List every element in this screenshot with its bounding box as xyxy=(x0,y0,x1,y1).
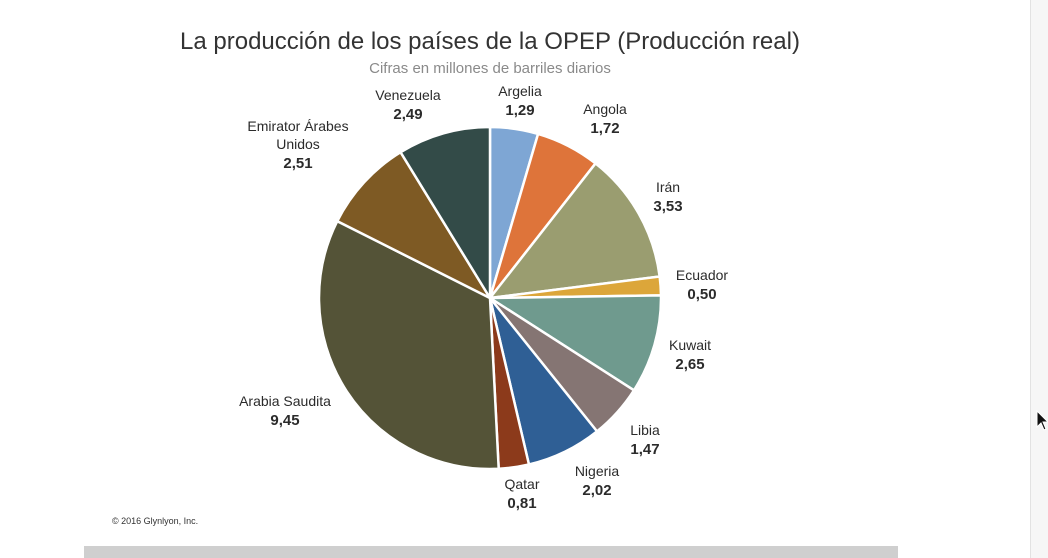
slice-value-label: 2,51 xyxy=(283,155,312,172)
slice-value-label: 2,65 xyxy=(675,356,704,373)
chart-title: La producción de los países de la OPEP (… xyxy=(180,28,800,55)
slice-label: Emirator Árabes Unidos 2,51 xyxy=(247,118,348,172)
slice-value-label: 3,53 xyxy=(653,198,682,215)
slice-value-label: 0,50 xyxy=(687,286,716,303)
slice-name-label: Qatar xyxy=(504,476,539,492)
slice-label: Irán 3,53 xyxy=(653,179,682,215)
chart-subtitle: Cifras en millones de barriles diarios xyxy=(369,60,611,77)
copyright-notice: © 2016 Glynlyon, Inc. xyxy=(112,516,199,526)
slice-label: Libia 1,47 xyxy=(630,422,660,458)
slice-label: Venezuela 2,49 xyxy=(375,87,441,123)
slice-label: Angola 1,72 xyxy=(583,101,627,137)
slice-value-label: 1,29 xyxy=(505,102,534,119)
mouse-cursor-icon xyxy=(1036,410,1048,431)
pie-slice-kuwait xyxy=(485,294,663,393)
pie-slice-irán xyxy=(487,161,662,300)
slice-name-label: Kuwait xyxy=(669,337,711,353)
slice-value-label: 2,02 xyxy=(582,482,611,499)
slice-name-label: Argelia xyxy=(498,83,542,99)
slice-name-label: Venezuela xyxy=(375,87,441,103)
slice-name-label: Libia xyxy=(630,422,660,438)
slice-label: Arabia Saudita 9,45 xyxy=(239,393,331,429)
slice-label: Kuwait 2,65 xyxy=(669,337,711,373)
slice-name-label: Unidos xyxy=(276,136,320,152)
slice-label: Argelia 1,29 xyxy=(498,83,542,119)
pie-slice-emirator-árabes-unidos xyxy=(335,150,494,302)
pie-slice-venezuela xyxy=(398,125,492,303)
slice-name-label: Angola xyxy=(583,101,627,117)
bottom-scrollbar[interactable] xyxy=(84,546,898,558)
slice-label: Qatar 0,81 xyxy=(504,476,539,512)
slice-name-label: Irán xyxy=(656,179,680,195)
pie-slice-arabia-saudita xyxy=(317,219,501,471)
slice-label: Ecuador 0,50 xyxy=(676,267,728,303)
slice-value-label: 2,49 xyxy=(393,106,422,123)
slice-name-label: Arabia Saudita xyxy=(239,393,331,409)
slice-label: Nigeria 2,02 xyxy=(575,463,620,499)
slice-value-label: 1,47 xyxy=(630,441,659,458)
slice-value-label: 1,72 xyxy=(590,120,619,137)
slice-value-label: 0,81 xyxy=(507,495,536,512)
slice-value-label: 9,45 xyxy=(270,412,299,429)
slice-name-label: Nigeria xyxy=(575,463,620,479)
slice-name-label: Ecuador xyxy=(676,267,728,283)
slice-name-label: Emirator Árabes xyxy=(247,118,348,134)
